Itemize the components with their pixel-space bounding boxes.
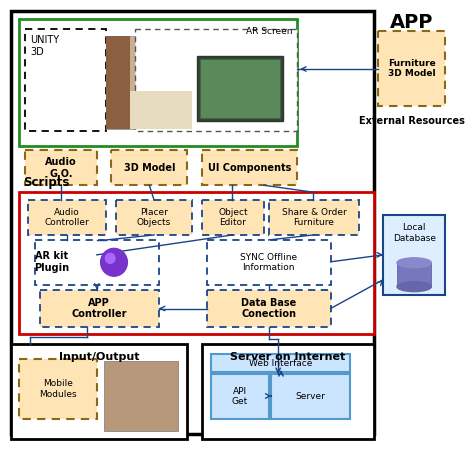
Text: APP
Controller: APP Controller bbox=[72, 298, 127, 319]
Ellipse shape bbox=[397, 258, 431, 268]
Text: AR kit
Plugin: AR kit Plugin bbox=[35, 251, 70, 273]
Text: Object
Editor: Object Editor bbox=[218, 208, 247, 227]
Bar bbox=[39, 290, 159, 327]
Ellipse shape bbox=[397, 282, 431, 292]
Bar bbox=[211, 354, 350, 372]
Bar bbox=[35, 240, 159, 285]
Bar bbox=[116, 200, 192, 235]
Bar bbox=[211, 374, 269, 419]
Text: Scripts: Scripts bbox=[23, 176, 70, 189]
Text: APP: APP bbox=[390, 13, 433, 32]
Bar bbox=[106, 36, 130, 128]
Circle shape bbox=[105, 253, 115, 263]
Text: UI Components: UI Components bbox=[208, 163, 291, 173]
Bar bbox=[272, 374, 350, 419]
Text: Input/Output: Input/Output bbox=[59, 352, 139, 362]
Bar bbox=[106, 36, 192, 128]
Bar bbox=[202, 150, 297, 185]
Bar bbox=[397, 263, 431, 287]
Bar bbox=[18, 359, 97, 419]
Bar bbox=[197, 56, 283, 121]
Bar bbox=[11, 11, 374, 434]
Text: Audio
G.O.: Audio G.O. bbox=[45, 157, 77, 179]
Circle shape bbox=[100, 248, 128, 276]
Text: API
Get: API Get bbox=[232, 387, 248, 406]
Bar bbox=[25, 150, 97, 185]
Bar bbox=[28, 200, 106, 235]
Bar bbox=[11, 344, 188, 439]
Bar bbox=[111, 150, 188, 185]
Text: Web Interface: Web Interface bbox=[249, 359, 312, 368]
Text: Local
Database: Local Database bbox=[392, 223, 436, 243]
Bar bbox=[269, 200, 359, 235]
Bar bbox=[25, 29, 106, 131]
Text: Furniture
3D Model: Furniture 3D Model bbox=[388, 59, 436, 78]
Text: AR Screen: AR Screen bbox=[246, 27, 292, 36]
Text: Data Base
Conection: Data Base Conection bbox=[241, 298, 296, 319]
Bar bbox=[135, 29, 297, 131]
Text: Server: Server bbox=[296, 392, 326, 401]
Text: 3D Model: 3D Model bbox=[124, 163, 175, 173]
Bar bbox=[18, 19, 297, 145]
Text: External Resources: External Resources bbox=[359, 116, 465, 126]
Bar bbox=[202, 344, 374, 439]
Bar bbox=[18, 192, 374, 335]
Text: UNITY
3D: UNITY 3D bbox=[30, 35, 59, 57]
Bar bbox=[200, 59, 280, 118]
Text: Audio
Controller: Audio Controller bbox=[45, 208, 90, 227]
Text: Mobile
Modules: Mobile Modules bbox=[39, 379, 76, 399]
Bar bbox=[378, 31, 445, 106]
Bar bbox=[207, 290, 331, 327]
Bar bbox=[202, 200, 264, 235]
Bar bbox=[207, 240, 331, 285]
Bar bbox=[130, 91, 192, 128]
Text: Server on Internet: Server on Internet bbox=[230, 352, 346, 362]
Text: Placer
Objects: Placer Objects bbox=[137, 208, 171, 227]
Text: SYNC Offline
Information: SYNC Offline Information bbox=[240, 253, 297, 272]
Bar bbox=[104, 361, 178, 431]
Bar bbox=[383, 215, 445, 295]
Text: Share & Order
Furniture: Share & Order Furniture bbox=[282, 208, 346, 227]
